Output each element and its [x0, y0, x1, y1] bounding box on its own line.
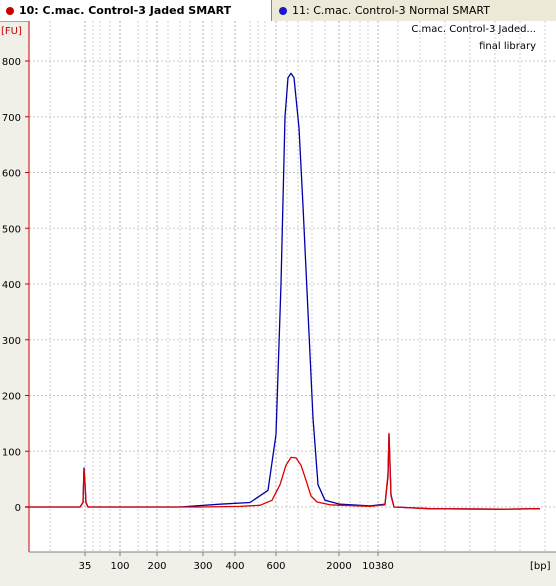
y-tick-label: 800	[2, 57, 21, 68]
x-tick-labels: 35 100 200 300 400 600 2000 10380	[79, 552, 394, 572]
sample-tabs: 10: C.mac. Control-3 Jaded SMART 11: C.m…	[0, 0, 556, 22]
blue-dot-icon	[279, 6, 287, 15]
x-tick-label: 100	[110, 561, 129, 572]
y-tick-labels: 0 100 200 300 400 500 600 700 800	[2, 57, 29, 514]
y-tick-label: 400	[2, 280, 21, 291]
tab-label: 10: C.mac. Control-3 Jaded SMART	[19, 4, 232, 17]
plot-area	[29, 21, 556, 552]
x-tick-label: 400	[225, 561, 244, 572]
y-tick-label: 700	[2, 113, 21, 124]
y-axis-unit: [FU]	[1, 26, 22, 37]
y-tick-label: 100	[2, 447, 21, 458]
y-tick-label: 300	[2, 336, 21, 347]
y-tick-label: 200	[2, 392, 21, 403]
red-dot-icon	[6, 6, 14, 15]
x-tick-label: 300	[193, 561, 212, 572]
x-tick-label: 200	[147, 561, 166, 572]
x-axis-unit: [bp]	[530, 561, 551, 572]
x-tick-label: 10380	[362, 561, 394, 572]
series-lines	[25, 72, 541, 510]
tab-label: 11: C.mac. Control-3 Normal SMART	[292, 4, 490, 17]
grid-lines	[29, 21, 556, 552]
tab-sample-10[interactable]: 10: C.mac. Control-3 Jaded SMART	[0, 0, 272, 21]
sample-name-label: C.mac. Control-3 Jaded...	[411, 24, 536, 35]
y-tick-label: 600	[2, 169, 21, 180]
series-line	[25, 432, 541, 510]
y-tick-label: 500	[2, 224, 21, 235]
x-tick-label: 35	[79, 561, 92, 572]
x-tick-label: 600	[266, 561, 285, 572]
sample-type-label: final library	[479, 41, 536, 52]
electropherogram-chart: 0 100 200 300 400 500 600 700 800 35 100 200 300 400…	[1, 21, 556, 572]
y-tick-label: 0	[15, 503, 21, 514]
x-tick-label: 2000	[326, 561, 351, 572]
tab-sample-11[interactable]: 11: C.mac. Control-3 Normal SMART	[273, 0, 556, 21]
